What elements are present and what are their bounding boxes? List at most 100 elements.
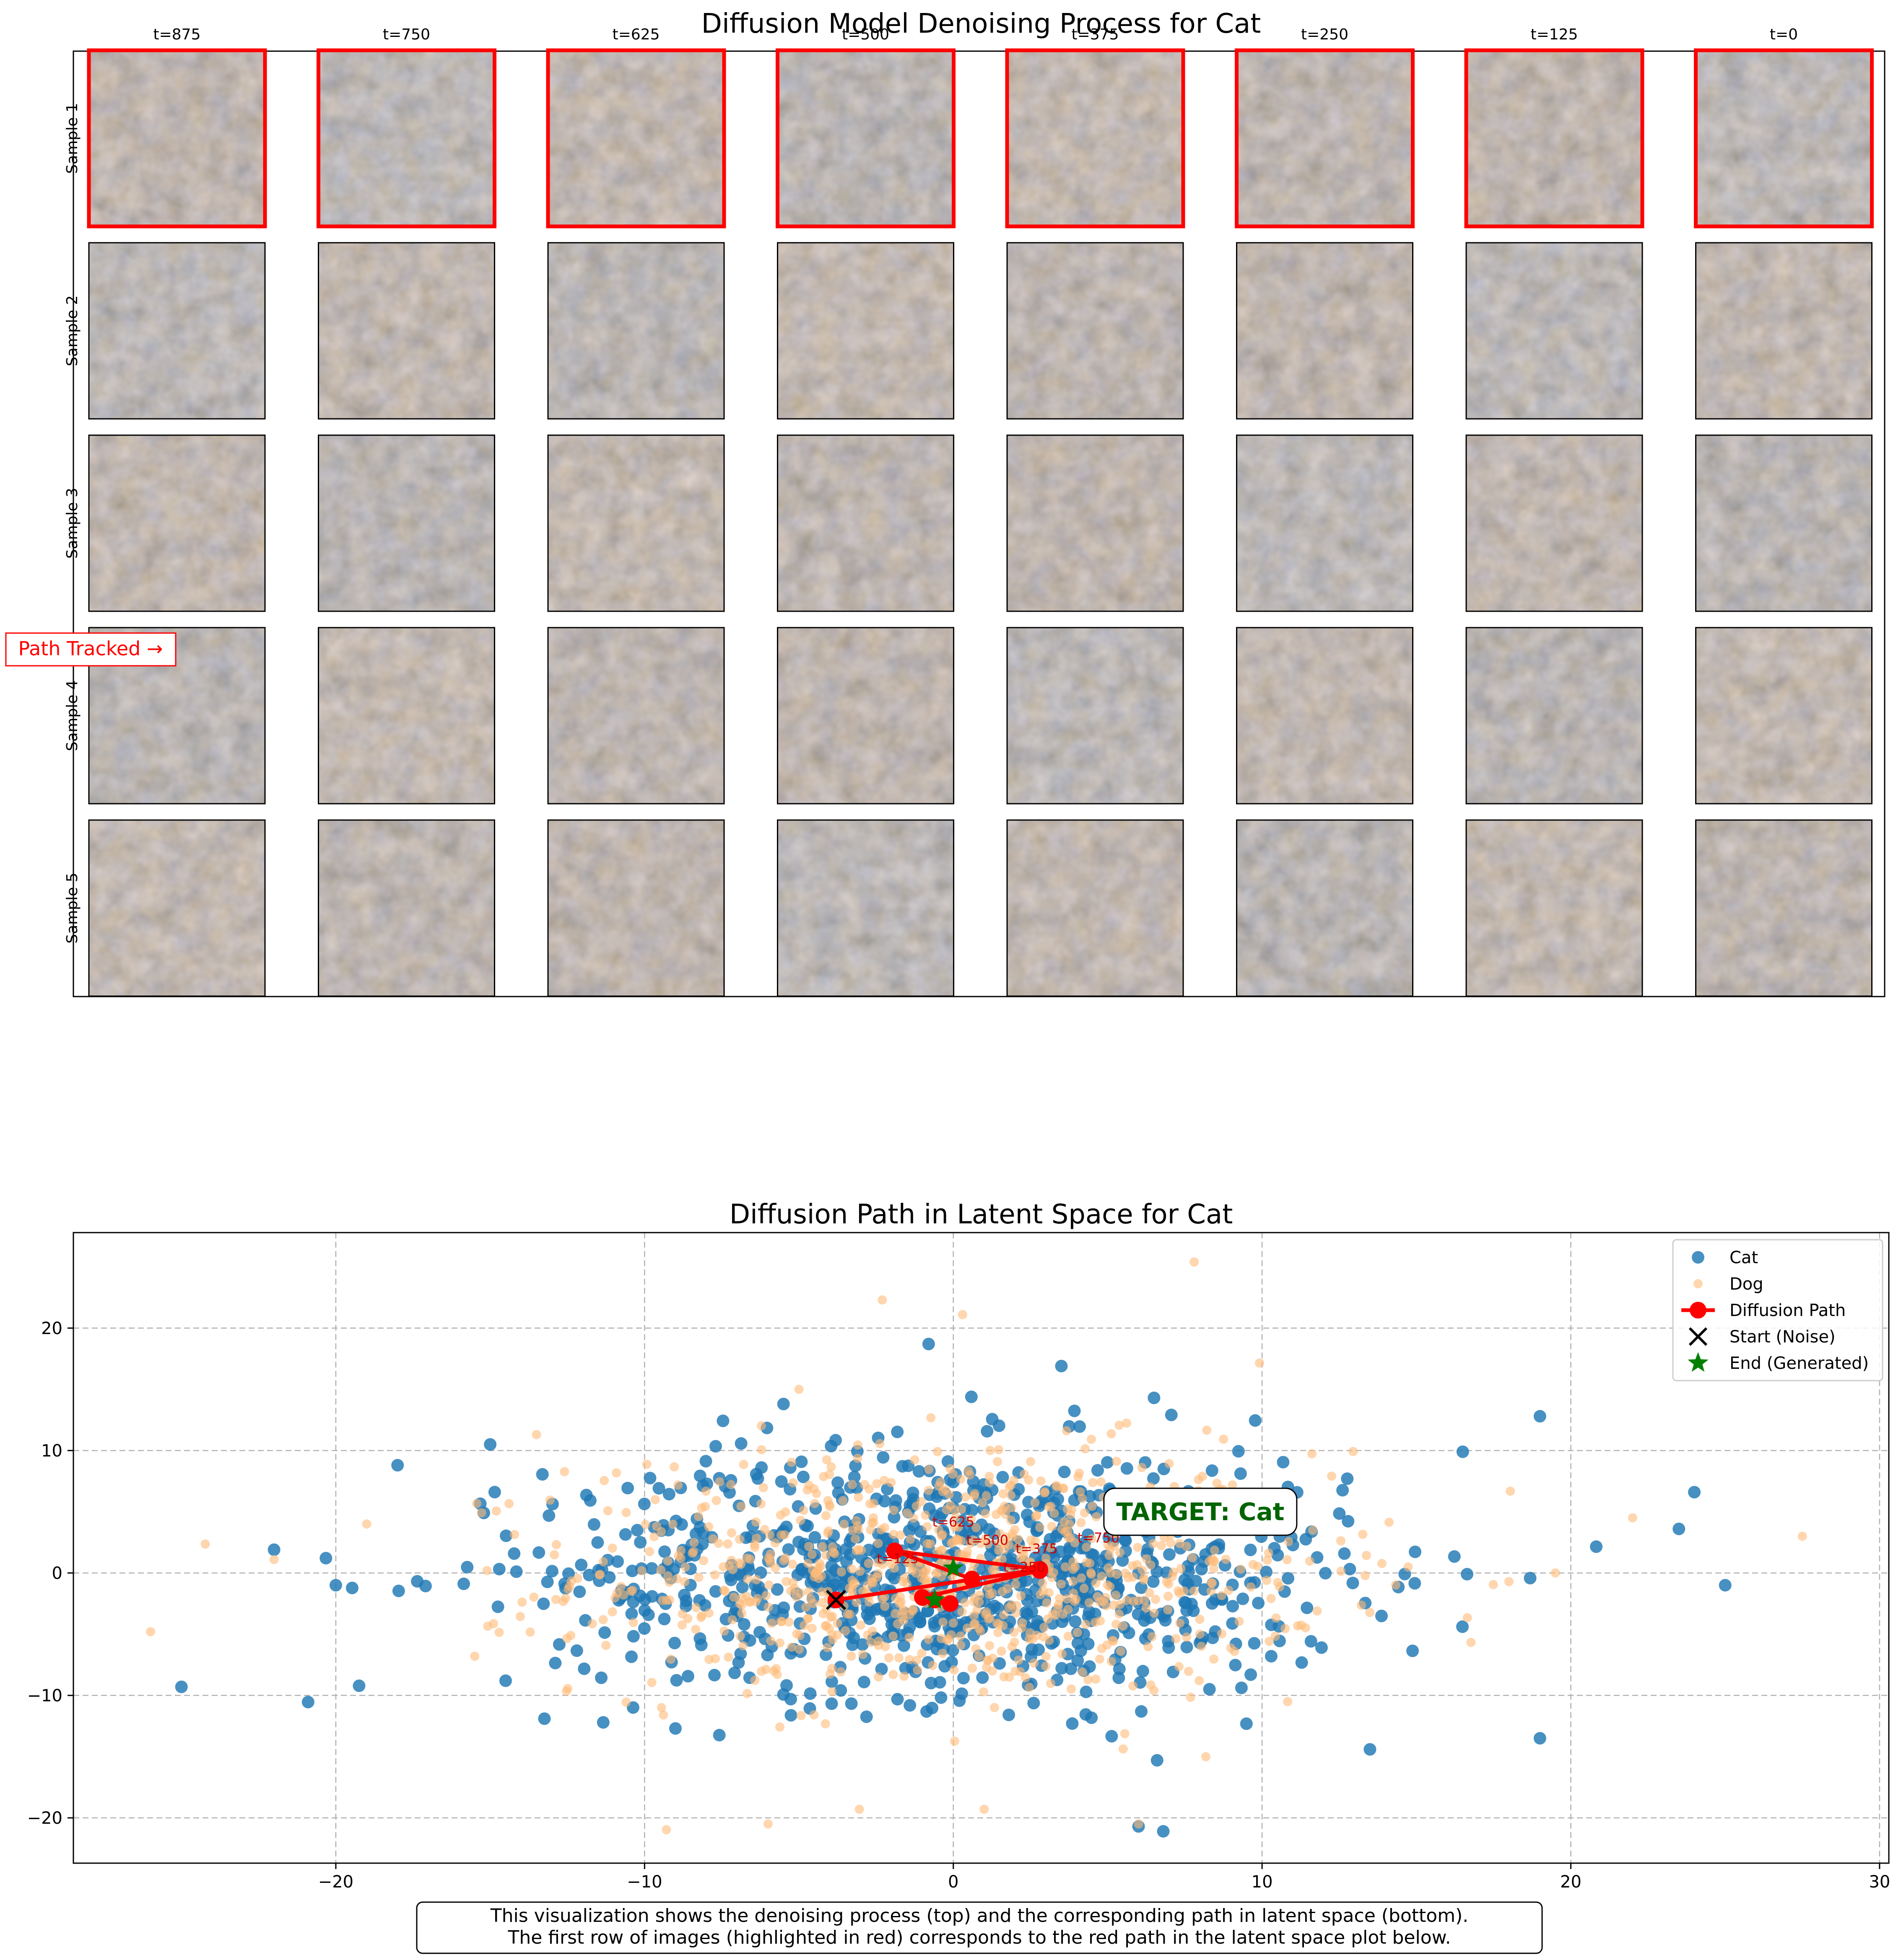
cat-point (693, 1632, 706, 1645)
sample-image (1006, 434, 1184, 612)
cat-point (538, 1712, 551, 1725)
dog-points (146, 1257, 1807, 1835)
dog-point (1128, 1681, 1138, 1691)
dog-point (873, 1569, 883, 1578)
cat-point (775, 1475, 788, 1488)
dog-point (1105, 1582, 1115, 1591)
dog-point (823, 1643, 832, 1653)
cat-point (1341, 1472, 1354, 1485)
cat-point (645, 1562, 658, 1575)
cat-point (699, 1599, 712, 1612)
cat-point (619, 1528, 632, 1541)
dog-point (920, 1575, 930, 1585)
dog-point (1139, 1573, 1149, 1583)
cat-point (751, 1472, 764, 1485)
dog-point (971, 1523, 981, 1532)
dog-point (1086, 1434, 1096, 1444)
dog-point (1305, 1556, 1314, 1566)
sample-image (1465, 242, 1643, 420)
dog-point (1206, 1586, 1216, 1596)
cat-point (945, 1656, 958, 1669)
dog-point (756, 1499, 766, 1508)
sample-image (1236, 819, 1413, 997)
x-tick-label: −20 (318, 1872, 353, 1892)
dog-point (1101, 1601, 1111, 1610)
dog-point (938, 1617, 948, 1627)
dog-point (1212, 1478, 1222, 1488)
row-label: Sample 2 (64, 295, 81, 366)
dog-point (743, 1689, 752, 1698)
cat-point (493, 1563, 506, 1576)
dog-point (1336, 1566, 1346, 1576)
dog-point (950, 1737, 959, 1746)
cat-point (1265, 1650, 1278, 1663)
dog-point (884, 1653, 894, 1663)
dog-point (896, 1530, 905, 1540)
cat-point (795, 1455, 808, 1468)
row-label: Sample 4 (64, 680, 81, 751)
dog-point (912, 1655, 922, 1665)
cat-point (1319, 1567, 1332, 1580)
dog-point (668, 1519, 678, 1529)
dog-point (1088, 1501, 1097, 1511)
dog-point (839, 1519, 849, 1529)
cat-point (1333, 1507, 1346, 1520)
cat-point (734, 1647, 747, 1660)
dog-point (1024, 1634, 1034, 1644)
cat-point (996, 1471, 1009, 1484)
dog-point (470, 1651, 480, 1661)
highlight-border (1694, 48, 1874, 228)
image-border (1236, 434, 1413, 612)
dog-point (880, 1523, 889, 1532)
dog-point (676, 1546, 686, 1555)
cat-point (1002, 1708, 1015, 1721)
cat-point (804, 1687, 817, 1700)
cat-point (976, 1671, 989, 1684)
cat-point (587, 1518, 600, 1531)
dog-point (723, 1539, 732, 1549)
cat-point (549, 1656, 562, 1669)
cat-point (896, 1460, 909, 1473)
sample-image (1236, 627, 1413, 805)
dog-point (525, 1627, 535, 1637)
dog-point (949, 1665, 959, 1675)
dog-point (1141, 1603, 1151, 1613)
dog-point (873, 1539, 883, 1548)
dog-point (819, 1472, 828, 1481)
target-annotation-label: TARGET: Cat (1116, 1498, 1284, 1526)
cat-point (743, 1564, 756, 1577)
scatter-title: Diffusion Path in Latent Space for Cat (730, 1199, 1233, 1230)
dog-point (999, 1610, 1009, 1620)
dog-point (948, 1469, 958, 1479)
dog-point (821, 1511, 831, 1521)
cat-point (922, 1337, 935, 1350)
dog-point (1506, 1486, 1515, 1496)
cat-point (578, 1662, 591, 1675)
dog-point (1085, 1558, 1095, 1568)
dog-point (1361, 1551, 1371, 1560)
dog-point (1296, 1620, 1306, 1630)
cat-point (642, 1608, 655, 1621)
dog-point (1265, 1636, 1274, 1646)
y-tick-label: 20 (41, 1319, 62, 1338)
dog-point (956, 1504, 966, 1514)
dog-point (1168, 1572, 1177, 1581)
dog-point (1120, 1729, 1130, 1739)
diffusion-path-point (963, 1571, 980, 1588)
cat-point (797, 1470, 810, 1483)
dog-point (1049, 1568, 1058, 1578)
dog-point (903, 1508, 912, 1518)
dog-point (796, 1589, 805, 1598)
cat-point (753, 1626, 766, 1639)
dog-point (1283, 1697, 1293, 1706)
dog-point (1280, 1624, 1290, 1633)
dog-point (1195, 1676, 1204, 1685)
cat-point (267, 1543, 280, 1556)
sample-image (777, 819, 954, 997)
dog-point (612, 1468, 621, 1478)
y-tick-label: −10 (27, 1686, 62, 1706)
highlight-border (1464, 48, 1644, 228)
dog-point (1009, 1628, 1019, 1637)
dog-point (860, 1480, 870, 1490)
dog-point (889, 1529, 899, 1539)
